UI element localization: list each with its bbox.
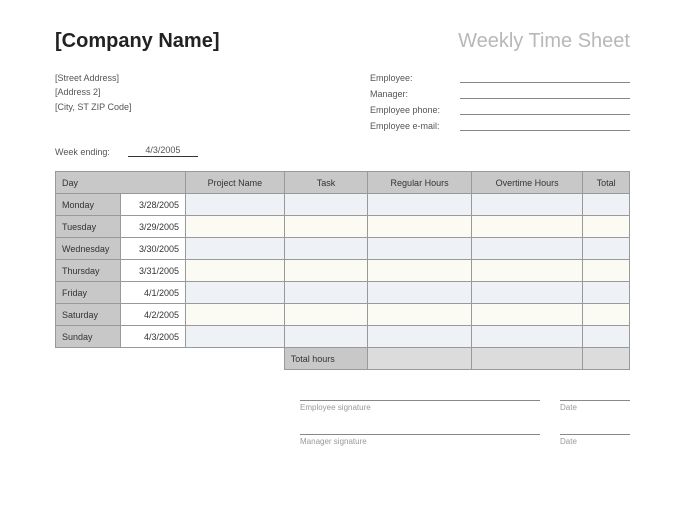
cell-dayname: Saturday <box>56 304 121 326</box>
manager-signature-line[interactable]: Manager signature <box>300 434 540 446</box>
week-ending-label: Week ending: <box>55 147 110 157</box>
cell-overtime[interactable] <box>472 326 583 348</box>
manager-signature-date[interactable]: Date <box>560 434 630 446</box>
cell-date: 3/30/2005 <box>121 238 186 260</box>
cell-regular[interactable] <box>368 260 472 282</box>
cell-regular[interactable] <box>368 238 472 260</box>
manager-label: Manager: <box>370 89 460 99</box>
total-regular <box>368 348 472 370</box>
address-block: [Street Address] [Address 2] [City, ST Z… <box>55 71 132 135</box>
email-label: Employee e-mail: <box>370 121 460 131</box>
cell-dayname: Sunday <box>56 326 121 348</box>
employee-signature-line[interactable]: Employee signature <box>300 400 540 412</box>
week-ending-value[interactable]: 4/3/2005 <box>128 145 198 157</box>
cell-project[interactable] <box>186 238 285 260</box>
cell-overtime[interactable] <box>472 282 583 304</box>
cell-date: 3/29/2005 <box>121 216 186 238</box>
cell-overtime[interactable] <box>472 304 583 326</box>
employee-info-block: Employee: Manager: Employee phone: Emplo… <box>370 71 630 135</box>
cell-regular[interactable] <box>368 216 472 238</box>
table-row: Friday4/1/2005 <box>56 282 630 304</box>
col-total: Total <box>583 172 630 194</box>
cell-dayname: Monday <box>56 194 121 216</box>
cell-dayname: Tuesday <box>56 216 121 238</box>
cell-total[interactable] <box>583 238 630 260</box>
cell-project[interactable] <box>186 194 285 216</box>
table-row: Sunday4/3/2005 <box>56 326 630 348</box>
cell-dayname: Thursday <box>56 260 121 282</box>
cell-overtime[interactable] <box>472 260 583 282</box>
employee-label: Employee: <box>370 73 460 83</box>
col-project: Project Name <box>186 172 285 194</box>
employee-signature-date[interactable]: Date <box>560 400 630 412</box>
cell-task[interactable] <box>284 260 367 282</box>
document-title: Weekly Time Sheet <box>458 30 630 53</box>
phone-label: Employee phone: <box>370 105 460 115</box>
cell-regular[interactable] <box>368 282 472 304</box>
col-task: Task <box>284 172 367 194</box>
cell-project[interactable] <box>186 216 285 238</box>
cell-project[interactable] <box>186 282 285 304</box>
totals-label: Total hours <box>284 348 367 370</box>
cell-dayname: Friday <box>56 282 121 304</box>
timesheet-table: Day Project Name Task Regular Hours Over… <box>55 171 630 370</box>
cell-total[interactable] <box>583 304 630 326</box>
cell-project[interactable] <box>186 260 285 282</box>
manager-field[interactable] <box>460 87 630 99</box>
cell-project[interactable] <box>186 304 285 326</box>
totals-row: Total hours <box>56 348 630 370</box>
cell-total[interactable] <box>583 194 630 216</box>
cell-task[interactable] <box>284 282 367 304</box>
cell-dayname: Wednesday <box>56 238 121 260</box>
cell-total[interactable] <box>583 282 630 304</box>
address-line-2: [Address 2] <box>55 85 132 99</box>
phone-field[interactable] <box>460 103 630 115</box>
cell-date: 3/31/2005 <box>121 260 186 282</box>
cell-task[interactable] <box>284 194 367 216</box>
cell-date: 4/1/2005 <box>121 282 186 304</box>
col-day: Day <box>56 172 186 194</box>
total-overtime <box>472 348 583 370</box>
cell-task[interactable] <box>284 216 367 238</box>
col-regular: Regular Hours <box>368 172 472 194</box>
cell-task[interactable] <box>284 326 367 348</box>
cell-overtime[interactable] <box>472 194 583 216</box>
cell-date: 4/2/2005 <box>121 304 186 326</box>
employee-field[interactable] <box>460 71 630 83</box>
total-all <box>583 348 630 370</box>
email-field[interactable] <box>460 119 630 131</box>
signature-block: Employee signature Date Manager signatur… <box>300 400 630 446</box>
week-ending: Week ending: 4/3/2005 <box>55 145 630 157</box>
address-line-3: [City, ST ZIP Code] <box>55 100 132 114</box>
cell-overtime[interactable] <box>472 238 583 260</box>
cell-regular[interactable] <box>368 194 472 216</box>
company-name: [Company Name] <box>55 30 219 53</box>
table-row: Thursday3/31/2005 <box>56 260 630 282</box>
cell-date: 3/28/2005 <box>121 194 186 216</box>
table-row: Saturday4/2/2005 <box>56 304 630 326</box>
cell-task[interactable] <box>284 304 367 326</box>
table-row: Wednesday3/30/2005 <box>56 238 630 260</box>
cell-total[interactable] <box>583 260 630 282</box>
cell-regular[interactable] <box>368 304 472 326</box>
cell-date: 4/3/2005 <box>121 326 186 348</box>
cell-total[interactable] <box>583 326 630 348</box>
table-row: Tuesday3/29/2005 <box>56 216 630 238</box>
cell-project[interactable] <box>186 326 285 348</box>
col-overtime: Overtime Hours <box>472 172 583 194</box>
cell-regular[interactable] <box>368 326 472 348</box>
cell-overtime[interactable] <box>472 216 583 238</box>
table-row: Monday3/28/2005 <box>56 194 630 216</box>
address-line-1: [Street Address] <box>55 71 132 85</box>
table-header-row: Day Project Name Task Regular Hours Over… <box>56 172 630 194</box>
cell-task[interactable] <box>284 238 367 260</box>
cell-total[interactable] <box>583 216 630 238</box>
